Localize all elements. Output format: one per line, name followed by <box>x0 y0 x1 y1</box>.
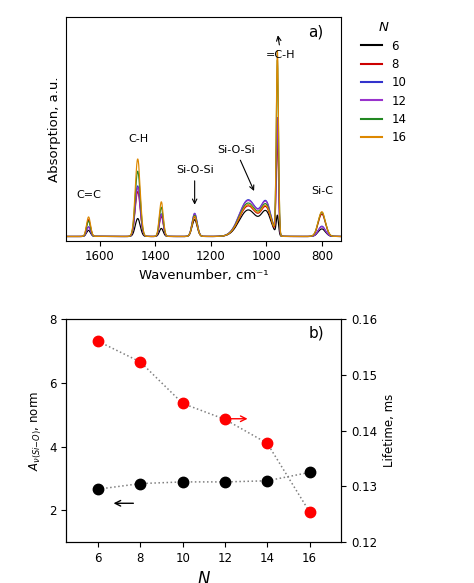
Text: =C-H: =C-H <box>266 37 296 61</box>
Legend: 6, 8, 10, 12, 14, 16: 6, 8, 10, 12, 14, 16 <box>358 19 409 146</box>
Text: a): a) <box>308 24 324 39</box>
Y-axis label: Lifetime, ms: Lifetime, ms <box>383 394 396 467</box>
Text: C-H: C-H <box>128 134 148 144</box>
Text: Si-O-Si: Si-O-Si <box>176 166 213 203</box>
Text: Si-O-Si: Si-O-Si <box>217 145 255 190</box>
Text: Si-C: Si-C <box>311 185 333 196</box>
Text: b): b) <box>308 326 324 340</box>
Text: C=C: C=C <box>76 190 101 200</box>
Y-axis label: Absorption, a.u.: Absorption, a.u. <box>48 76 61 182</box>
X-axis label: $N$: $N$ <box>197 571 211 583</box>
Y-axis label: $A_{\nu(Si\mathregular{-}O)}$, norm: $A_{\nu(Si\mathregular{-}O)}$, norm <box>27 391 44 470</box>
X-axis label: Wavenumber, cm⁻¹: Wavenumber, cm⁻¹ <box>139 269 269 282</box>
